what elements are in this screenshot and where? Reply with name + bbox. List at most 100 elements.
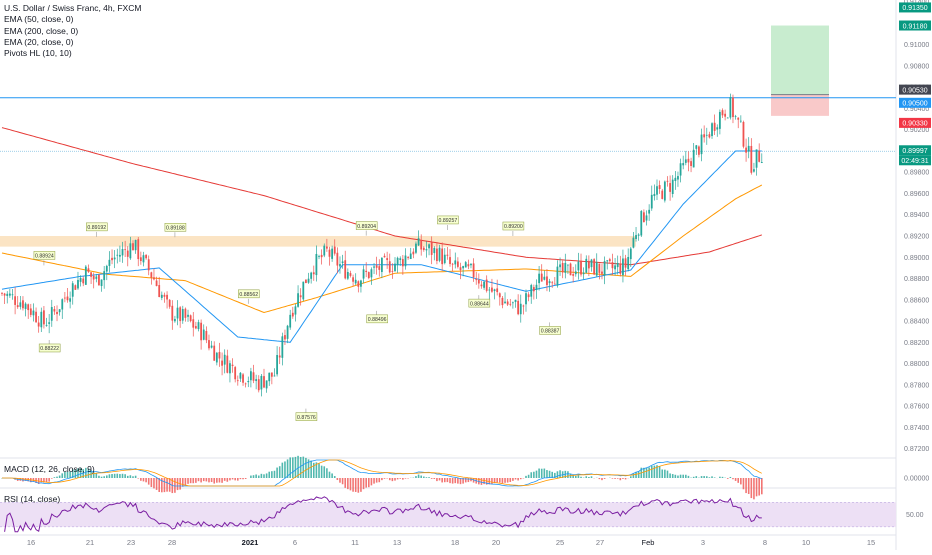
macd-histogram-bar [174,478,176,493]
candle-body [604,261,606,275]
macd-histogram-bar [402,478,404,480]
candle-body [447,255,449,256]
candle-body [478,280,480,284]
macd-histogram-bar [187,478,189,484]
candle-body [525,293,527,304]
candle-body [761,162,763,163]
candle-body [724,114,726,117]
candle-body [342,261,344,263]
macd-histogram-bar [758,478,760,496]
candle-body [135,240,137,250]
macd-histogram-bar [261,474,263,478]
candle-body [43,310,45,324]
candle-body [336,253,338,266]
candle-body [12,294,14,295]
candle-body [292,313,294,317]
time-tick: 6 [293,538,297,547]
candle-body [192,319,194,327]
macd-histogram-bar [447,478,449,482]
candle-body [127,251,129,257]
candle-body [352,277,354,281]
candle-body [481,285,483,287]
candle-body [528,294,530,297]
candle-body [313,272,315,274]
candle-body [418,238,420,245]
candle-body [185,309,187,318]
candle-body [423,248,425,250]
macd-histogram-bar [599,478,601,479]
macd-histogram-bar [156,478,158,490]
candle-body [667,181,669,182]
candle [74,284,76,290]
macd-histogram-bar [151,478,153,487]
candle-body [439,248,441,261]
macd-histogram-bar [622,478,624,479]
macd-histogram-bar [399,478,401,479]
legend-ema50[interactable]: EMA (50, close, 0) [4,14,141,25]
macd-histogram-bar [355,478,357,492]
macd-histogram-bar [339,478,341,483]
candle-body [410,254,412,259]
candle-body [399,258,401,260]
candle-body [289,315,291,328]
macd-histogram-bar [137,478,139,479]
candle-body [295,306,297,314]
macd-histogram-bar [559,470,561,478]
price-tag: 0.90530 [899,85,931,95]
candle-body [496,288,498,292]
macd-histogram-bar [423,477,425,478]
candle-body [515,300,517,302]
macd-histogram-bar [696,476,698,478]
macd-histogram-bar [54,477,56,478]
macd-histogram-bar [481,478,483,485]
candle-body [355,280,357,284]
candle-body [426,249,428,250]
macd-histogram-bar [557,471,559,478]
rsi-label[interactable]: RSI (14, close) [4,494,60,504]
legend-pivots[interactable]: Pivots HL (10, 10) [4,48,141,59]
macd-histogram-bar [418,475,420,478]
macd-histogram-bar [737,478,739,483]
candle-body [378,266,380,270]
candle-body [564,263,566,273]
candle-body [245,383,247,384]
candle-body [80,278,82,282]
macd-histogram-bar [232,478,234,479]
macd-histogram-bar [536,471,538,478]
candle-body [714,123,716,131]
candle-body [77,280,79,288]
candle-body [541,274,543,282]
macd-histogram-bar [143,478,145,481]
candle-body [557,267,559,286]
candle-body [522,306,524,307]
price-tick: 0.91000 [904,42,929,49]
macd-histogram-bar [711,476,713,478]
macd-histogram-bar [101,477,103,478]
macd-histogram-bar [620,478,622,480]
candle-body [281,336,283,357]
candle-body [274,376,276,377]
macd-histogram-bar [394,478,396,481]
price-tick: 0.90200 [904,127,929,134]
pivot-value: 0.87576 [297,415,316,421]
legend-symbol[interactable]: U.S. Dollar / Swiss Franc, 4h, FXCM [4,3,141,14]
macd-histogram-bar [371,478,373,485]
legend-ema20[interactable]: EMA (20, close, 0) [4,37,141,48]
macd-histogram-bar [585,476,587,478]
macd-histogram-bar [719,477,721,478]
macd-label[interactable]: MACD (12, 26, close, 9) [4,464,95,474]
candle-body [756,149,758,167]
price-tick: 0.88400 [904,319,929,326]
macd-histogram-bar [103,476,105,478]
macd-histogram-bar [169,478,171,492]
candle-body [483,282,485,288]
macd-histogram-bar [140,478,142,481]
legend-ema200[interactable]: EMA (200, close, 0) [4,26,141,37]
candle-body [635,235,637,239]
time-tick: 15 [867,538,875,547]
candle-body [177,308,179,319]
candle-body [365,271,367,272]
macd-histogram-bar [507,478,509,483]
